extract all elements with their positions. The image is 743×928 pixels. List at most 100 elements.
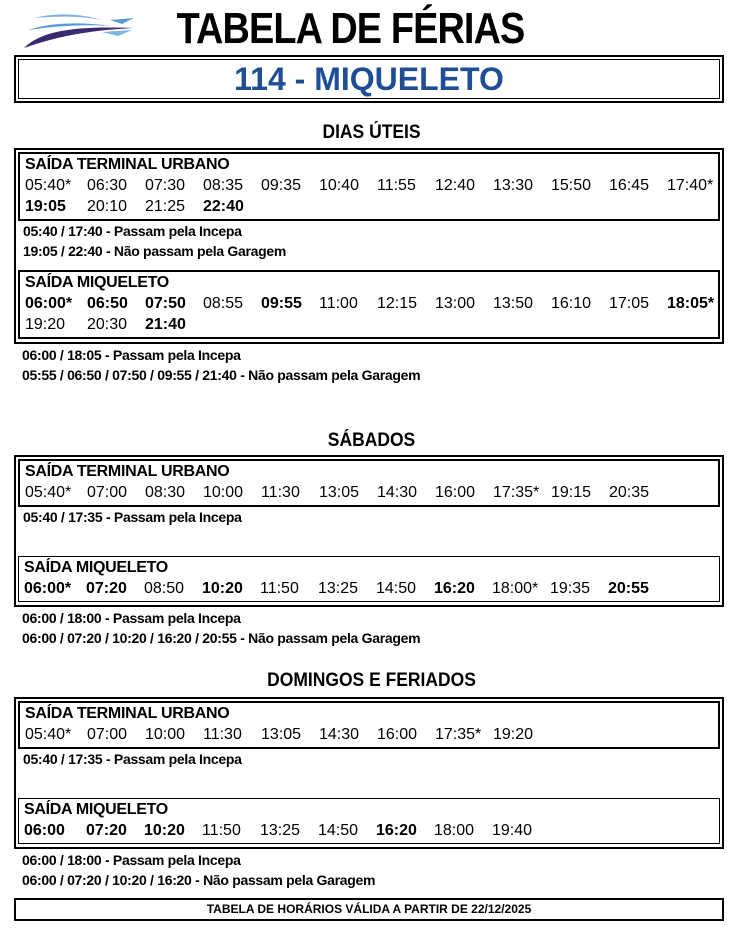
departure-time: 08:55 [203, 295, 244, 312]
departure-time: 07:50 [145, 295, 186, 312]
departure-time: 11:30 [203, 726, 242, 743]
departure-time: 13:00 [435, 295, 476, 312]
schedule-note: 06:00 / 18:00 - Passam pela Incepa [22, 610, 241, 626]
departure-time: 18:00* [492, 580, 539, 597]
departure-time: 13:50 [493, 295, 534, 312]
departure-time: 06:00* [25, 295, 73, 312]
schedule-note: 05:40 / 17:40 - Passam pela Incepa [23, 223, 242, 239]
times-row: 06:00 07:20 10:20 11:50 13:25 14:50 16:20 18:00… [24, 820, 715, 841]
departure-label: SAÍDA MIQUELETO [24, 801, 168, 818]
departure-time: 09:35 [261, 177, 302, 194]
schedule-note: 05:40 / 17:35 - Passam pela Incepa [23, 751, 242, 767]
departure-time: 20:35 [609, 484, 650, 501]
schedule-note: 06:00 / 18:00 - Passam pela Incepa [22, 852, 241, 868]
times-row: 05:40* 07:00 08:30 10:00 11:30 13:05 14:30 16:0… [25, 482, 714, 503]
miqueleto-notes: 06:00 / 18:05 - Passam pela Incepa 05:55 … [14, 345, 421, 385]
departure-time: 19:15 [551, 484, 592, 501]
departure-time: 08:50 [144, 580, 185, 597]
schedule-note: 06:00 / 18:05 - Passam pela Incepa [22, 347, 241, 363]
departure-time: 22:40 [203, 198, 244, 215]
schedule-box: SAÍDA TERMINAL URBANO 05:40* 07:00 10:00 11:… [14, 697, 724, 849]
departure-time: 09:55 [261, 295, 302, 312]
departure-time: 11:50 [202, 822, 241, 839]
times-row: 19:05 20:10 21:25 22:40 [25, 196, 714, 217]
departure-time: 17:05 [609, 295, 650, 312]
departure-label: SAÍDA TERMINAL URBANO [25, 156, 230, 173]
route-box: 114 - MIQUELETO [14, 55, 724, 103]
departure-time: 20:10 [87, 198, 128, 215]
departure-label: SAÍDA TERMINAL URBANO [25, 705, 230, 722]
departure-time: 12:15 [377, 295, 418, 312]
departure-time: 07:00 [87, 484, 128, 501]
departure-time: 06:50 [87, 295, 128, 312]
company-logo [24, 14, 134, 48]
departure-time: 19:20 [25, 316, 66, 333]
departure-time: 07:20 [86, 580, 127, 597]
departure-time: 19:35 [550, 580, 591, 597]
departure-time: 11:00 [319, 295, 358, 312]
miqueleto-departures: SAÍDA MIQUELETO 06:00 07:20 10:20 11:50 13:25… [18, 798, 720, 844]
departure-time: 16:45 [609, 177, 650, 194]
departure-time: 20:55 [608, 580, 649, 597]
departure-time: 17:40* [667, 177, 714, 194]
departure-time: 14:50 [318, 822, 359, 839]
departure-time: 08:30 [145, 484, 186, 501]
departure-time: 17:35* [493, 484, 540, 501]
departure-time: 13:05 [319, 484, 360, 501]
departure-time: 18:00 [434, 822, 475, 839]
schedule-note: 06:00 / 07:20 / 10:20 / 16:20 - Não pass… [22, 872, 376, 888]
departure-time: 10:20 [144, 822, 185, 839]
departure-time: 13:30 [493, 177, 534, 194]
departure-time: 16:20 [376, 822, 417, 839]
departure-time: 06:00 [24, 822, 65, 839]
times-row: 06:00* 07:20 08:50 10:20 11:50 13:25 14:50 16:2… [24, 578, 715, 599]
times-row: 05:40* 06:30 07:30 08:35 09:35 10:40 11:55 12:4… [25, 175, 714, 196]
departure-time: 19:05 [25, 198, 66, 215]
times-row: 05:40* 07:00 10:00 11:30 13:05 14:30 16:00 17:3… [25, 724, 714, 745]
departure-time: 06:00* [24, 580, 72, 597]
departure-label: SAÍDA MIQUELETO [25, 274, 169, 291]
day-heading: DOMINGOS E FERIADOS [267, 670, 476, 691]
departure-time: 10:00 [203, 484, 244, 501]
departure-label: SAÍDA MIQUELETO [24, 559, 168, 576]
route-name: 114 - MIQUELETO [18, 59, 720, 99]
departure-time: 05:40* [25, 726, 72, 743]
departure-time: 14:30 [319, 726, 360, 743]
departure-time: 08:35 [203, 177, 244, 194]
departure-time: 11:55 [377, 177, 416, 194]
departure-time: 14:50 [376, 580, 417, 597]
departure-time: 16:00 [377, 726, 418, 743]
departure-time: 14:30 [377, 484, 418, 501]
departure-time: 10:40 [319, 177, 360, 194]
departure-time: 10:00 [145, 726, 186, 743]
departure-time: 19:40 [492, 822, 533, 839]
schedule-box: SAÍDA TERMINAL URBANO 05:40* 06:30 07:30 08:… [14, 148, 724, 344]
terminal-departures: SAÍDA TERMINAL URBANO 05:40* 07:00 10:00 11:… [18, 701, 720, 749]
departure-time: 21:40 [145, 316, 186, 333]
departure-time: 07:00 [87, 726, 128, 743]
schedule-note: 05:55 / 06:50 / 07:50 / 09:55 / 21:40 - … [22, 367, 421, 383]
departure-time: 05:40* [25, 177, 72, 194]
departure-time: 07:30 [145, 177, 186, 194]
schedule-note: 19:05 / 22:40 - Não passam pela Garagem [23, 243, 286, 259]
schedule-note: 05:40 / 17:35 - Passam pela Incepa [23, 509, 242, 525]
miqueleto-departures: SAÍDA MIQUELETO 06:00* 06:50 07:50 08:55 09:5… [18, 270, 720, 339]
terminal-departures: SAÍDA TERMINAL URBANO 05:40* 07:00 08:30 10:… [18, 459, 720, 507]
departure-time: 13:25 [318, 580, 359, 597]
departure-time: 20:30 [87, 316, 128, 333]
departure-label: SAÍDA TERMINAL URBANO [25, 463, 230, 480]
departure-time: 15:50 [551, 177, 592, 194]
departure-time: 13:25 [260, 822, 301, 839]
departure-time: 18:05* [667, 295, 715, 312]
departure-time: 19:20 [493, 726, 534, 743]
departure-time: 13:05 [261, 726, 302, 743]
miqueleto-notes: 06:00 / 18:00 - Passam pela Incepa 06:00 … [14, 608, 421, 648]
departure-time: 11:30 [261, 484, 300, 501]
departure-time: 05:40* [25, 484, 72, 501]
departure-time: 12:40 [435, 177, 476, 194]
departure-time: 16:00 [435, 484, 476, 501]
page-title: TABELA DE FÉRIAS [176, 4, 526, 53]
departure-time: 07:20 [86, 822, 127, 839]
validity-footer: TABELA DE HORÁRIOS VÁLIDA A PARTIR DE 22… [14, 898, 724, 921]
times-row: 06:00* 06:50 07:50 08:55 09:55 11:00 12:15 13:0… [25, 293, 714, 314]
